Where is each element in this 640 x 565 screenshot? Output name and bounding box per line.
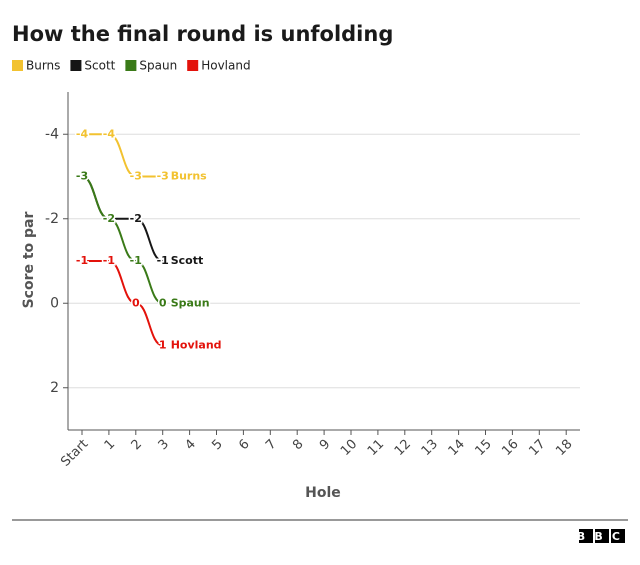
legend-swatch — [12, 60, 23, 71]
data-label: -3 — [76, 170, 88, 183]
series-end-label: Hovland — [171, 339, 222, 352]
logo-block — [611, 529, 625, 543]
series-line — [81, 175, 164, 305]
x-tick-label: 6 — [236, 437, 252, 453]
x-tick-label: Start — [58, 437, 91, 470]
x-tick-label: 15 — [472, 437, 494, 459]
data-label: -4 — [76, 127, 89, 140]
series-end-label: Burns — [171, 170, 207, 183]
y-axis-label: Score to par — [21, 211, 37, 308]
y-tick-label: -2 — [45, 211, 59, 227]
logo-block — [579, 529, 593, 543]
x-tick-label: 14 — [446, 437, 468, 459]
x-tick-label: 11 — [365, 437, 387, 459]
data-label: -2 — [103, 212, 115, 225]
legend-swatch — [187, 60, 199, 71]
logo: BBC — [577, 529, 629, 543]
series-end-label: Spaun — [171, 296, 210, 309]
legend-label: Burns — [26, 59, 60, 73]
x-tick-label: 3 — [156, 437, 172, 453]
y-tick-label: 0 — [50, 295, 59, 311]
legend-swatch — [70, 60, 82, 71]
series-line — [82, 260, 164, 347]
series-line — [82, 133, 163, 178]
x-axis-label: Hole — [305, 485, 341, 501]
data-label: -1 — [157, 254, 169, 267]
y-tick-label: -4 — [45, 126, 59, 142]
x-tick-label: 2 — [129, 437, 145, 453]
x-tick-label: 9 — [317, 437, 333, 453]
x-tick-label: 17 — [526, 437, 548, 459]
data-label: -1 — [130, 254, 142, 267]
x-tick-label: 1 — [102, 437, 118, 453]
logo-block — [595, 529, 609, 543]
data-label: -1 — [76, 254, 88, 267]
data-label: 1 — [159, 339, 167, 352]
legend-label: Scott — [84, 59, 115, 73]
x-tick-label: 5 — [209, 437, 225, 453]
legend-label: Spaun — [139, 59, 177, 73]
data-label: -3 — [157, 170, 169, 183]
series-end-label: Scott — [171, 254, 204, 267]
data-label: -4 — [103, 127, 116, 140]
y-tick-label: 2 — [50, 380, 59, 396]
x-tick-label: 10 — [338, 437, 360, 459]
x-tick-label: 4 — [182, 437, 198, 453]
x-tick-label: 13 — [419, 437, 441, 459]
data-label: -3 — [130, 170, 142, 183]
x-tick-label: 8 — [290, 437, 306, 453]
legend-label: Hovland — [201, 59, 250, 73]
x-tick-label: 16 — [499, 437, 521, 459]
data-label: 0 — [159, 296, 167, 309]
data-label: 0 — [132, 296, 140, 309]
data-label: -1 — [103, 254, 115, 267]
logo-text: BBC — [577, 530, 629, 543]
x-tick-label: 18 — [553, 437, 575, 459]
x-tick-label: 12 — [392, 437, 414, 459]
data-label: -2 — [130, 212, 142, 225]
legend-swatch — [125, 60, 137, 71]
chart-title: How the final round is unfolding — [12, 22, 393, 46]
x-tick-label: 7 — [263, 437, 279, 453]
